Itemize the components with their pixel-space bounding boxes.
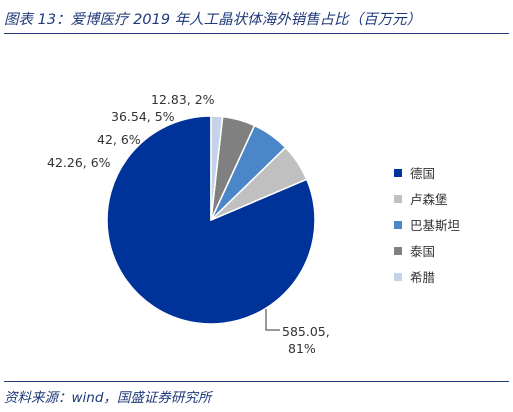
legend: 德国 卢森堡 巴基斯坦 泰国 希腊: [394, 166, 460, 285]
legend-swatch-greece: [394, 273, 402, 281]
pie-slices: [106, 115, 316, 325]
leader-lines: [265, 309, 280, 331]
leader-line-germany: [265, 309, 280, 331]
data-label-luxembourg: 42.26, 6%: [47, 155, 111, 170]
title-divider: [4, 33, 509, 34]
data-label-thailand: 36.54, 5%: [111, 109, 175, 124]
legend-label-luxembourg: 卢森堡: [410, 192, 448, 207]
source-note: 资料来源：wind，国盛证券研究所: [4, 390, 212, 406]
pie-slice-greece: [210, 115, 224, 221]
footer-divider: [4, 381, 509, 382]
legend-label-pakistan: 巴基斯坦: [410, 218, 460, 233]
data-labels: 585.05, 81% 42.26, 6% 42, 6% 36.54, 5% 1…: [47, 92, 330, 356]
pie-slice-germany: [106, 115, 316, 325]
legend-swatch-germany: [394, 169, 402, 177]
legend-swatch-thailand: [394, 247, 402, 255]
legend-label-thailand: 泰国: [410, 244, 435, 259]
legend-label-germany: 德国: [410, 166, 435, 181]
data-label-germany-percent: 81%: [288, 341, 316, 356]
data-label-greece: 12.83, 2%: [151, 92, 215, 107]
chart-title: 图表 13：爱博医疗 2019 年人工晶状体海外销售占比（百万元）: [4, 12, 422, 28]
data-label-pakistan: 42, 6%: [97, 132, 141, 147]
legend-swatch-pakistan: [394, 221, 402, 229]
legend-swatch-luxembourg: [394, 195, 402, 203]
legend-label-greece: 希腊: [410, 270, 436, 285]
data-label-germany-value: 585.05,: [282, 324, 330, 339]
